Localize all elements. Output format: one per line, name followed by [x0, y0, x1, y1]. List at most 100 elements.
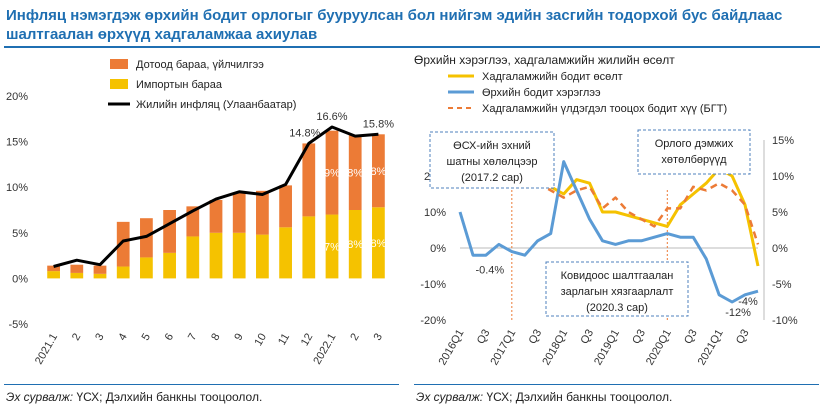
title-rule-top	[4, 46, 820, 48]
annotation-box	[545, 261, 689, 317]
annotation-text: зарлагын хязгаарлалт	[561, 286, 674, 298]
legend-swatch	[110, 79, 128, 89]
bar-domestic-goods	[163, 210, 176, 253]
annotation-text: Орлого дэмжих	[655, 138, 734, 150]
legend-label: Хадгаламжийн бодит өсөлт	[482, 71, 623, 83]
x-tick-label: 2	[348, 332, 361, 343]
data-label: 15.8%	[363, 118, 394, 130]
right-chart: Өрхийн хэрэглээ, хадгаламжийн жилийн өсө…	[414, 53, 798, 368]
annotation-text: шатны хөлөлцээр	[447, 156, 538, 168]
x-tick-label: Q3	[682, 328, 700, 347]
data-label: 8%	[347, 168, 363, 180]
x-tick-label: 2022.1	[311, 332, 338, 367]
bar-domestic-goods	[116, 221, 130, 267]
left-chart: -5%0%5%10%15%20%2021.1 2 3 4 5 6 7 8 9 10 11 122022…	[6, 59, 394, 367]
bar-imported-goods	[232, 232, 246, 279]
annotation-text: (2017.2 сар)	[461, 172, 523, 184]
bar-imported-goods	[116, 266, 130, 279]
bar-domestic-goods	[232, 192, 246, 233]
bar-imported-goods	[140, 257, 153, 279]
x-tick-label: 2018Q1	[540, 328, 570, 368]
bar-imported-goods	[348, 210, 362, 279]
x-tick-label: Q3	[734, 328, 752, 347]
x-tick-label: 5	[140, 332, 153, 343]
inflation-line	[53, 125, 379, 268]
bar-imported-goods	[47, 271, 60, 279]
right-source-note: Эх сурвалж: ҮСХ; Дэлхийн банкны тооцооло…	[416, 390, 672, 404]
y-tick-label: 15%	[6, 137, 28, 149]
series-data-label: -0.4%	[475, 265, 504, 277]
series-data-label: -4%	[738, 296, 758, 308]
source-rule-right	[414, 384, 819, 385]
bar-domestic-goods	[325, 130, 339, 215]
x-tick-label: Q3	[630, 328, 648, 347]
bar-domestic-goods	[372, 134, 385, 208]
legend-label: Хадгаламжийн үлдэгдэл тооцох бодит хүү (…	[482, 103, 727, 115]
series-line	[537, 167, 760, 267]
y-tick-label-right: 5%	[772, 207, 788, 219]
legend-swatch	[110, 59, 128, 69]
annotation-box	[429, 131, 555, 189]
y-tick-label-right: 10%	[772, 171, 794, 183]
bar-imported-goods	[372, 207, 385, 279]
series-line	[537, 181, 760, 245]
y-tick-label-left: -10%	[420, 279, 446, 291]
y-tick-label: 5%	[12, 228, 28, 240]
legend-label: Өрхийн бодит хэрэглээ	[482, 87, 601, 99]
y-tick-label: 0%	[12, 273, 28, 285]
y-tick-label-left: 10%	[424, 207, 446, 219]
bar-domestic-goods	[209, 199, 223, 233]
y-tick-label-right: -5%	[772, 279, 792, 291]
x-tick-label: 2021Q1	[696, 328, 726, 368]
x-tick-label: 2016Q1	[437, 328, 467, 368]
bar-imported-goods	[93, 273, 107, 279]
bar-domestic-goods	[256, 190, 269, 235]
y-tick-label-right: -10%	[772, 315, 798, 327]
x-tick-label: 12	[299, 332, 316, 349]
bar-imported-goods	[186, 236, 200, 279]
y-tick-label-right: 0%	[772, 243, 788, 255]
bar-imported-goods	[279, 227, 292, 279]
left-source-note: Эх сурвалж: ҮСХ; Дэлхийн банкны тооцооло…	[6, 390, 262, 404]
data-label: 9%	[324, 168, 340, 180]
data-label: 7%	[324, 241, 340, 253]
x-tick-label: Q3	[475, 328, 493, 347]
x-tick-label: 4	[116, 332, 129, 343]
data-label: 8%	[347, 239, 363, 251]
x-tick-label: Q3	[527, 328, 545, 347]
annotation-text: ӨСХ-ийн эхний	[453, 140, 531, 152]
page-title: Инфляц нэмэгдэж өрхийн бодит орлогыг буу…	[6, 7, 783, 43]
x-tick-label: 11	[276, 332, 292, 348]
x-tick-label: 2017Q1	[488, 328, 518, 368]
x-tick-label: 2020Q1	[644, 328, 674, 368]
annotation-box	[637, 129, 751, 175]
data-label: 8%	[370, 238, 386, 250]
right-source-prefix: Эх сурвалж:	[416, 390, 484, 404]
series-data-label: -12%	[725, 307, 751, 319]
x-tick-label: 9	[232, 332, 245, 343]
y-tick-label-left: 0%	[430, 243, 446, 255]
annotation-text: хөтөлбөрүүд	[661, 154, 727, 166]
bar-imported-goods	[256, 234, 269, 279]
legend-label: Дотоод бараа, үйлчилгээ	[136, 59, 264, 71]
data-label: 8%	[370, 166, 386, 178]
series-line	[458, 160, 759, 304]
legend-label: Импортын бараа	[136, 79, 223, 91]
x-tick-label: 6	[163, 332, 176, 343]
bar-domestic-goods	[47, 265, 60, 272]
x-tick-label: 10	[252, 332, 269, 349]
x-tick-label: 3	[372, 332, 385, 343]
x-tick-label: 2019Q1	[592, 328, 622, 368]
y-tick-label: 10%	[6, 182, 28, 194]
x-tick-label: 2	[70, 332, 83, 343]
bar-imported-goods	[70, 272, 84, 279]
source-rule-left	[4, 384, 399, 385]
y-tick-label: -5%	[8, 319, 28, 331]
y-tick-label-right: 15%	[772, 135, 794, 147]
bar-domestic-goods	[348, 135, 362, 210]
bar-domestic-goods	[279, 185, 292, 228]
bar-domestic-goods	[93, 265, 107, 274]
x-tick-label: 2021.1	[33, 332, 60, 367]
x-tick-label: 3	[93, 332, 106, 343]
chart-title: Өрхийн хэрэглээ, хадгаламжийн жилийн өсө…	[414, 53, 675, 67]
